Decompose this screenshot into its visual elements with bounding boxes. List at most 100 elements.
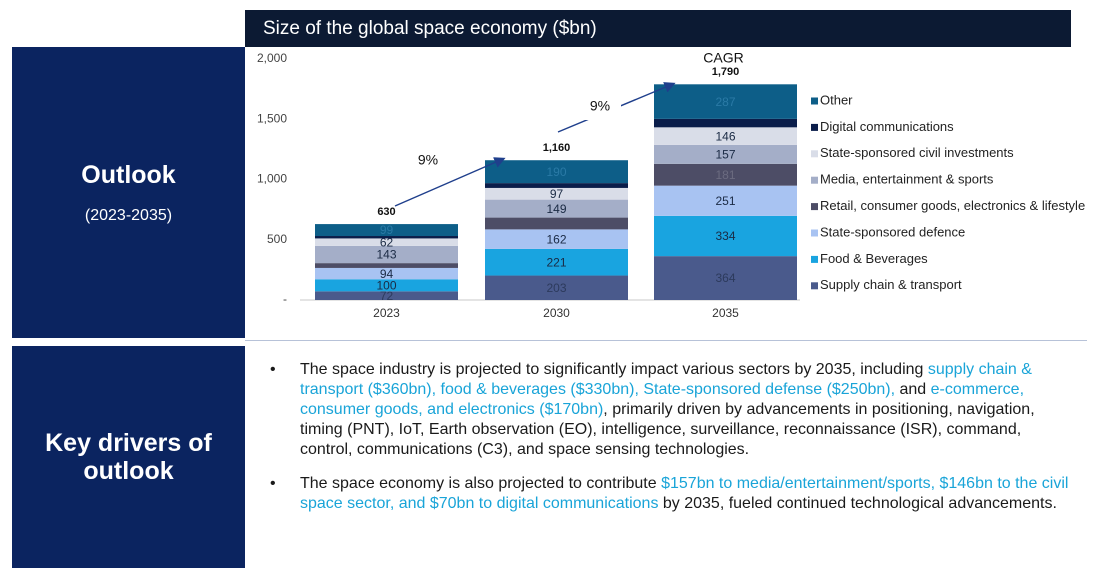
- key-drivers-bullets: • The space industry is projected to sign…: [270, 360, 1070, 528]
- cagr-box: [407, 148, 449, 174]
- bar-total-label: 1,160: [543, 142, 571, 154]
- legend-label: Food & Beverages: [820, 251, 928, 266]
- bar-segment: [485, 275, 628, 300]
- bar-segment: [485, 187, 628, 200]
- bullet-highlight: e-commerce, consumer goods, and electron…: [300, 381, 1025, 418]
- segment-label: 97: [550, 187, 564, 201]
- legend-label: Media, entertainment & sports: [820, 172, 994, 187]
- key-drivers-panel: Key drivers of outlook: [12, 346, 245, 568]
- segment-label: 287: [715, 95, 735, 109]
- cagr-value: 9%: [418, 152, 438, 168]
- segment-label: 143: [376, 248, 396, 262]
- cagr-arrow-2023-2030: [394, 157, 506, 207]
- outlook-panel: Outlook (2023-2035): [12, 47, 245, 338]
- legend-label: State-sponsored civil investments: [820, 145, 1014, 160]
- legend-label: Retail, consumer goods, electronics & li…: [820, 198, 1085, 213]
- segment-label: 334: [715, 229, 735, 243]
- legend-swatch: [811, 123, 818, 131]
- segment-label: 94: [380, 267, 394, 281]
- legend-swatch: [811, 255, 818, 263]
- bullet-run: The space economy is also projected to c…: [300, 475, 662, 492]
- bullet-highlight: $157bn to media/entertainment/sports, $1…: [300, 475, 1069, 512]
- legend-label: Other: [820, 92, 853, 107]
- bar-total-label: 1,790: [712, 66, 740, 78]
- chart-title: Size of the global space economy ($bn): [263, 18, 597, 39]
- bullet-run: The space industry is projected to signi…: [300, 361, 928, 378]
- legend-swatch: [811, 282, 818, 290]
- x-tick-label: 2035: [712, 306, 739, 320]
- legend-swatch: [811, 229, 818, 237]
- bar-segment: [315, 267, 458, 280]
- bar-segment: [654, 127, 797, 145]
- cagr-box: [579, 94, 621, 120]
- segment-label: 149: [546, 202, 566, 216]
- segment-label: 364: [715, 271, 735, 285]
- bar-segment: [485, 183, 628, 188]
- bar-segment: [485, 248, 628, 276]
- segment-label: 251: [715, 194, 735, 208]
- outlook-subtitle: (2023-2035): [84, 206, 173, 224]
- bar-segment: [315, 263, 458, 268]
- bullet-run: , primarily driven by advancements in po…: [300, 401, 1035, 458]
- chart-title-bar: Size of the global space economy ($bn): [245, 10, 1071, 47]
- bullet-item: • The space industry is projected to sign…: [270, 360, 1070, 460]
- bullet-item: • The space economy is also projected to …: [270, 474, 1070, 514]
- bar-segment: [315, 245, 458, 264]
- legend-swatch: [811, 176, 818, 184]
- bullet-text: The space economy is also projected to c…: [300, 474, 1070, 514]
- segment-label: 72: [380, 289, 394, 303]
- bar-segment: [485, 217, 628, 230]
- y-tick-label: 1,500: [257, 111, 287, 125]
- bar-total-label: 630: [377, 206, 395, 218]
- bar-segment: [315, 279, 458, 292]
- legend-swatch: [811, 203, 818, 211]
- x-tick-label: 2030: [543, 306, 570, 320]
- y-tick-label: 500: [267, 232, 287, 246]
- segment-label: 100: [376, 278, 396, 292]
- segment-label: 99: [380, 223, 394, 237]
- segment-label: 157: [715, 148, 735, 162]
- segment-label: 146: [715, 129, 735, 143]
- outlook-title: Outlook: [81, 160, 176, 189]
- segment-label: 162: [546, 232, 566, 246]
- bar-segment: [315, 236, 458, 239]
- bar-segment: [654, 215, 797, 257]
- segment-label: 190: [546, 165, 566, 179]
- bar-segment: [315, 238, 458, 246]
- bullet-marker: •: [270, 475, 276, 492]
- section-divider: [245, 340, 1087, 341]
- bullet-text: The space industry is projected to signi…: [300, 360, 1070, 460]
- bar-segment: [654, 185, 797, 216]
- bar-segment: [654, 256, 797, 300]
- segment-label: 203: [546, 281, 566, 295]
- bar-segment: [485, 160, 628, 184]
- cagr-title: CAGR: [703, 50, 743, 66]
- bullet-run: and: [895, 381, 931, 398]
- bullet-run: by 2035, fueled continued technological …: [658, 495, 1057, 512]
- segment-label: 181: [715, 168, 735, 182]
- bar-segment: [485, 199, 628, 218]
- bar-segment: [315, 224, 458, 237]
- y-tick-label: -: [283, 292, 287, 306]
- key-drivers-title: Key drivers of outlook: [45, 429, 212, 485]
- bar-segment: [654, 118, 797, 128]
- bar-segment: [654, 163, 797, 186]
- legend-label: Supply chain & transport: [820, 277, 962, 292]
- bar-segment: [315, 291, 458, 300]
- bar-segment: [654, 144, 797, 164]
- segment-label: 221: [546, 255, 566, 269]
- x-tick-label: 2023: [373, 306, 400, 320]
- legend-swatch: [811, 150, 818, 158]
- y-tick-label: 2,000: [257, 51, 287, 65]
- legend-label: Digital communications: [820, 119, 954, 134]
- bar-segment: [485, 229, 628, 249]
- bullet-marker: •: [270, 361, 276, 378]
- bar-segment: [654, 84, 797, 119]
- cagr-value: 9%: [590, 98, 610, 114]
- legend-label: State-sponsored defence: [820, 224, 965, 239]
- y-tick-label: 1,000: [257, 172, 287, 186]
- bullet-highlight: supply chain & transport ($360bn), food …: [300, 361, 1032, 398]
- legend-swatch: [811, 97, 818, 105]
- segment-label: 62: [380, 235, 394, 249]
